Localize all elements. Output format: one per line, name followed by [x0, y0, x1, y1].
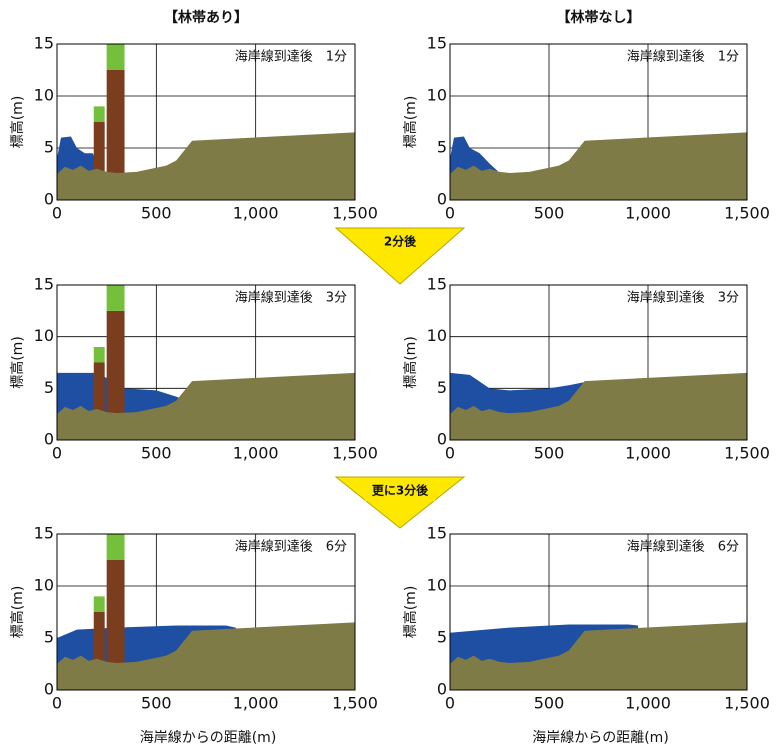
y-axis-label: 標高(m)	[402, 96, 419, 149]
arrow-label-box	[365, 232, 435, 252]
y-tick-label: 0	[437, 190, 447, 209]
ground	[450, 622, 747, 690]
x-tick-label: 1,000	[625, 444, 671, 463]
x-tick-label: 1,000	[625, 204, 671, 223]
y-tick-label: 5	[437, 628, 447, 647]
y-tick-label: 5	[437, 378, 447, 397]
tree-trunk	[106, 310, 125, 440]
annotation: 海岸線到達後 1分	[235, 49, 347, 65]
x-tick-label: 500	[534, 444, 565, 463]
y-axis-label: 標高(m)	[9, 96, 26, 149]
tree-crown	[93, 596, 105, 612]
y-tick-label: 10	[427, 576, 447, 595]
annotation: 海岸線到達後 6分	[235, 539, 347, 555]
tree-trunk	[93, 122, 105, 200]
arrow-label: 更に3分後	[372, 483, 429, 498]
y-tick-label: 10	[427, 86, 447, 105]
x-tick-label: 0	[52, 204, 62, 223]
tree-crown	[93, 347, 105, 363]
x-tick-label: 0	[445, 444, 455, 463]
tree-crown	[106, 534, 125, 560]
x-axis-label: 海岸線からの距離(m)	[140, 729, 277, 746]
plot-frame	[449, 284, 748, 441]
x-tick-label: 500	[141, 694, 172, 713]
x-tick-label: 1,500	[332, 444, 378, 463]
x-tick-label: 1,500	[724, 204, 770, 223]
ground	[450, 372, 747, 440]
y-tick-label: 15	[34, 34, 54, 53]
y-axis-label: 標高(m)	[402, 586, 419, 639]
x-tick-label: 0	[445, 694, 455, 713]
annotation: 海岸線到達後 1分	[627, 49, 739, 65]
panel-title: 【林帯なし】	[557, 9, 641, 26]
ground	[450, 132, 747, 200]
tree-trunk	[106, 560, 125, 690]
y-tick-label: 15	[34, 524, 54, 543]
y-axis-label: 標高(m)	[9, 586, 26, 639]
y-tick-label: 5	[437, 138, 447, 157]
y-tick-label: 5	[44, 628, 54, 647]
y-tick-label: 15	[427, 34, 447, 53]
ground	[57, 372, 355, 440]
panel-title: 【林帯あり】	[164, 9, 248, 26]
y-tick-label: 10	[34, 326, 54, 345]
x-tick-label: 1,000	[233, 444, 279, 463]
y-tick-label: 0	[437, 680, 447, 699]
y-tick-label: 10	[34, 576, 54, 595]
arrow-label-box	[365, 481, 435, 501]
y-tick-label: 5	[44, 138, 54, 157]
tree-trunk	[93, 612, 105, 690]
annotation: 海岸線到達後 3分	[235, 290, 347, 306]
x-tick-label: 0	[52, 444, 62, 463]
x-tick-label: 500	[534, 694, 565, 713]
x-tick-label: 0	[445, 204, 455, 223]
tree-crown	[106, 285, 125, 311]
x-tick-label: 500	[534, 204, 565, 223]
y-tick-label: 10	[34, 86, 54, 105]
x-tick-label: 500	[141, 204, 172, 223]
ground	[57, 622, 355, 690]
y-tick-label: 15	[34, 275, 54, 294]
y-tick-label: 0	[44, 680, 54, 699]
tree-trunk	[93, 362, 105, 440]
ground	[57, 132, 355, 200]
y-axis-label: 標高(m)	[9, 336, 26, 389]
x-axis-label: 海岸線からの距離(m)	[532, 729, 669, 746]
plot-frame	[449, 533, 748, 691]
annotation: 海岸線到達後 3分	[627, 290, 739, 306]
y-tick-label: 15	[427, 275, 447, 294]
x-tick-label: 1,000	[233, 694, 279, 713]
plot-frame	[56, 284, 356, 441]
y-tick-label: 10	[427, 326, 447, 345]
x-tick-label: 1,500	[332, 204, 378, 223]
y-tick-label: 15	[427, 524, 447, 543]
plot-frame	[56, 43, 356, 201]
tree-trunk	[106, 70, 125, 200]
y-tick-label: 0	[44, 190, 54, 209]
plot-frame	[56, 533, 356, 691]
arrow-label: 2分後	[384, 234, 417, 249]
y-tick-label: 0	[44, 430, 54, 449]
x-tick-label: 1,500	[724, 444, 770, 463]
y-tick-label: 5	[44, 378, 54, 397]
tree-crown	[106, 44, 125, 70]
plot-frame	[449, 43, 748, 201]
annotation: 海岸線到達後 6分	[627, 539, 739, 555]
x-tick-label: 1,000	[233, 204, 279, 223]
x-tick-label: 500	[141, 444, 172, 463]
x-tick-label: 1,500	[332, 694, 378, 713]
x-tick-label: 1,000	[625, 694, 671, 713]
x-tick-label: 1,500	[724, 694, 770, 713]
x-tick-label: 0	[52, 694, 62, 713]
y-axis-label: 標高(m)	[402, 336, 419, 389]
y-tick-label: 0	[437, 430, 447, 449]
tree-crown	[93, 106, 105, 122]
